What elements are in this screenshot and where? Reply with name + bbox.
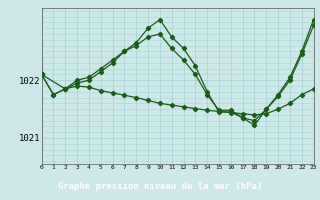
Text: Graphe pression niveau de la mer (hPa): Graphe pression niveau de la mer (hPa): [58, 182, 262, 191]
